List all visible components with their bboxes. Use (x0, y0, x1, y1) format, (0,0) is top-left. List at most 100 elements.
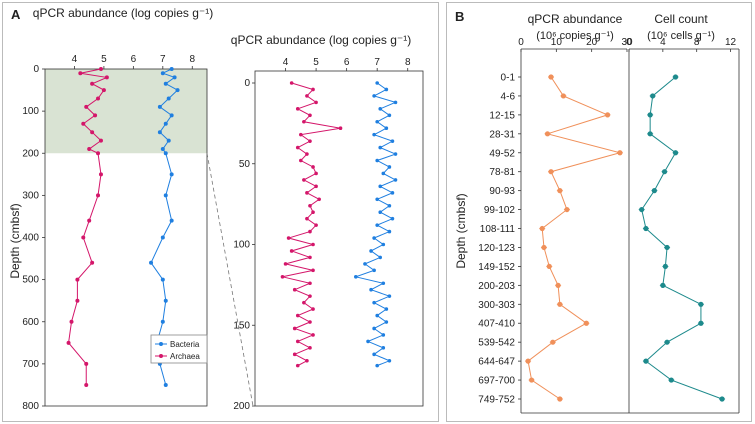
zoom-data-point-bacteria (387, 358, 392, 363)
zoom-x-tick-label: 7 (374, 57, 380, 68)
data-point-archaea (75, 277, 80, 282)
zoom-data-point-bacteria (381, 346, 386, 350)
data-point-bacteria (163, 151, 168, 156)
panel-b-subtitle-cells: (10⁶ cells g⁻¹) (647, 30, 715, 42)
zoom-x-tick-label: 6 (344, 57, 350, 68)
panel-b-data-point (541, 244, 547, 251)
panel-b-data-point (560, 93, 566, 99)
zoom-data-point-bacteria (393, 100, 398, 105)
series-line-archaea (68, 68, 109, 385)
panel-b-category-label: 108-111 (480, 224, 516, 235)
panel-b-data-point (639, 206, 645, 213)
data-point-bacteria (169, 218, 174, 223)
panel-b-category-label: 4-6 (501, 91, 516, 102)
panel-b-x-tick-label: 4 (660, 37, 666, 48)
zoom-data-point-bacteria (384, 307, 389, 311)
zoom-data-point-bacteria (390, 139, 395, 143)
panel-b-x-tick-label: 12 (725, 37, 737, 48)
data-point-archaea (96, 193, 101, 198)
zoom-data-point-archaea (295, 313, 300, 318)
zoom-data-point-bacteria (369, 249, 373, 253)
data-point-bacteria (163, 121, 168, 126)
y-tick-label: 700 (22, 359, 39, 370)
data-point-archaea (98, 67, 103, 71)
panel-b-category-label: 99-102 (484, 205, 516, 216)
zoom-data-point-archaea (311, 165, 315, 169)
zoom-data-point-archaea (305, 358, 309, 363)
y-tick-label: 500 (22, 275, 39, 286)
y-tick-label: 600 (22, 317, 39, 328)
data-point-bacteria (169, 172, 174, 177)
panel-b: B qPCR abundance (10⁶ copies g⁻¹) Cell c… (446, 2, 752, 422)
zoom-data-point-archaea (314, 184, 318, 189)
zoom-data-point-archaea (299, 132, 303, 137)
data-point-bacteria (149, 260, 154, 265)
zoom-data-point-archaea (302, 300, 306, 305)
data-point-bacteria (166, 96, 171, 101)
data-point-bacteria (157, 104, 162, 109)
panel-b-data-point (617, 150, 623, 156)
panel-b-data-point (651, 188, 657, 194)
zoom-data-point-archaea (305, 94, 309, 98)
panel-b-data-point (525, 358, 531, 364)
y-tick-label: 800 (22, 401, 39, 412)
panel-b-ylabel: Depth (cmbsf) (454, 193, 468, 268)
zoom-data-point-archaea (311, 268, 315, 273)
zoom-data-point-bacteria (387, 229, 392, 234)
zoom-data-point-bacteria (381, 171, 386, 176)
zoom-data-point-archaea (295, 339, 300, 344)
panel-b-category-label: 90-93 (489, 186, 515, 197)
data-point-bacteria (169, 67, 174, 71)
panel-b-data-point (529, 377, 535, 383)
panel-b-data-point (664, 339, 670, 345)
panel-b-category-label: 644-647 (478, 357, 515, 368)
panel-b-data-point (557, 301, 563, 307)
panel-b-data-point (539, 225, 545, 232)
data-point-archaea (81, 121, 86, 126)
zoom-data-point-archaea (295, 107, 300, 111)
zoom-data-point-bacteria (381, 281, 386, 286)
panel-b-title-qpcr: qPCR abundance (528, 12, 623, 26)
data-point-bacteria (160, 235, 165, 240)
zoom-data-point-bacteria (387, 203, 392, 208)
data-point-archaea (90, 130, 95, 135)
x-tick-label: 6 (131, 54, 137, 65)
zoom-data-point-bacteria (381, 242, 386, 247)
data-point-bacteria (157, 130, 162, 135)
highlight-region (45, 69, 207, 154)
zoom-data-point-archaea (289, 249, 294, 253)
panel-b-data-point (550, 339, 556, 345)
zoom-data-point-bacteria (372, 268, 376, 273)
x-tick-label: 8 (189, 54, 195, 65)
panel-b-data-point (672, 150, 679, 156)
zoom-data-point-bacteria (372, 352, 376, 357)
zoom-data-point-bacteria (384, 126, 389, 131)
zoom-data-point-bacteria (378, 210, 383, 214)
zoom-data-point-bacteria (378, 107, 383, 111)
panel-b-category-label: 407-410 (478, 319, 515, 330)
panel-b-data-point (548, 169, 554, 175)
zoom-data-point-bacteria (387, 165, 392, 169)
panel-b-data-point (557, 396, 563, 402)
zoom-y-tick-label: 150 (233, 320, 250, 331)
y-tick-label: 200 (22, 148, 39, 159)
zoom-data-point-bacteria (378, 255, 383, 260)
panel-b-data-point (650, 93, 656, 99)
zoom-data-point-bacteria (390, 216, 395, 221)
panel-b-category-label: 300-303 (478, 300, 515, 311)
panel-a: A qPCR abundance (log copies g⁻¹) qPCR a… (2, 2, 439, 422)
data-point-bacteria (163, 298, 168, 303)
data-point-archaea (90, 260, 95, 265)
panel-b-category-label: 539-542 (478, 338, 515, 349)
zoom-data-point-bacteria (375, 313, 379, 318)
panel-b-data-point (647, 131, 653, 137)
panel-b-label: B (455, 9, 464, 24)
y-tick-label: 400 (22, 233, 39, 244)
panel-b-data-point (668, 377, 674, 383)
data-point-bacteria (172, 75, 177, 80)
data-point-archaea (81, 235, 86, 240)
zoom-data-point-archaea (289, 81, 294, 85)
data-point-archaea (78, 71, 83, 76)
data-point-archaea (98, 172, 103, 177)
